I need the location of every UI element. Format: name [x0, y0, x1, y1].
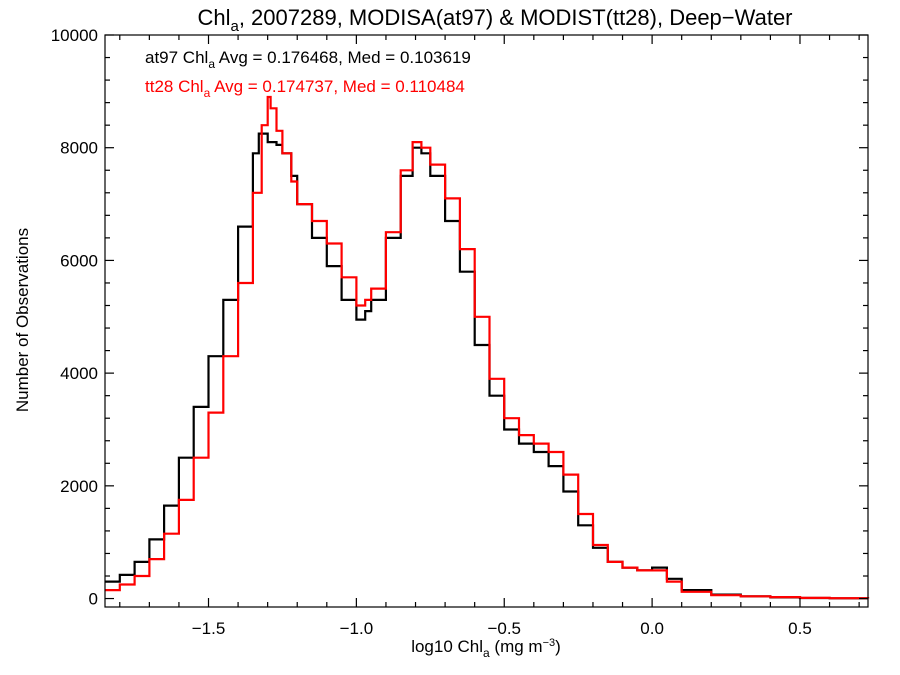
- x-tick-label: −1.5: [192, 619, 226, 638]
- y-tick-label: 2000: [60, 477, 98, 496]
- plot-frame: [104, 34, 869, 608]
- ticks-layer: −1.5 −1.0 −0.5 0.0 0.5 0 2000 4000 6000 8000 10000: [51, 26, 868, 638]
- x-tick-label: −0.5: [487, 619, 521, 638]
- series-layer: [105, 95, 870, 600]
- x-axis-label: log10 Chla (mg m−3): [411, 637, 561, 660]
- y-tick-label: 6000: [60, 251, 98, 270]
- y-tick-label: 8000: [60, 139, 98, 158]
- tt28-histogram-line: [105, 95, 870, 600]
- at97-stats-annotation: at97 Chla Avg = 0.176468, Med = 0.103619: [145, 48, 471, 71]
- y-tick-label: 0: [89, 590, 98, 609]
- tt28-stats-annotation: tt28 Chla Avg = 0.174737, Med = 0.110484: [145, 77, 465, 100]
- y-tick-label: 10000: [51, 26, 98, 45]
- x-tick-label: 0.5: [788, 619, 812, 638]
- x-tick-label: 0.0: [640, 619, 664, 638]
- y-axis-label: Number of Observations: [13, 228, 32, 412]
- y-tick-label: 4000: [60, 364, 98, 383]
- chart-title: Chla, 2007289, MODISA(at97) & MODIST(tt2…: [197, 5, 792, 35]
- x-tick-label: −1.0: [340, 619, 374, 638]
